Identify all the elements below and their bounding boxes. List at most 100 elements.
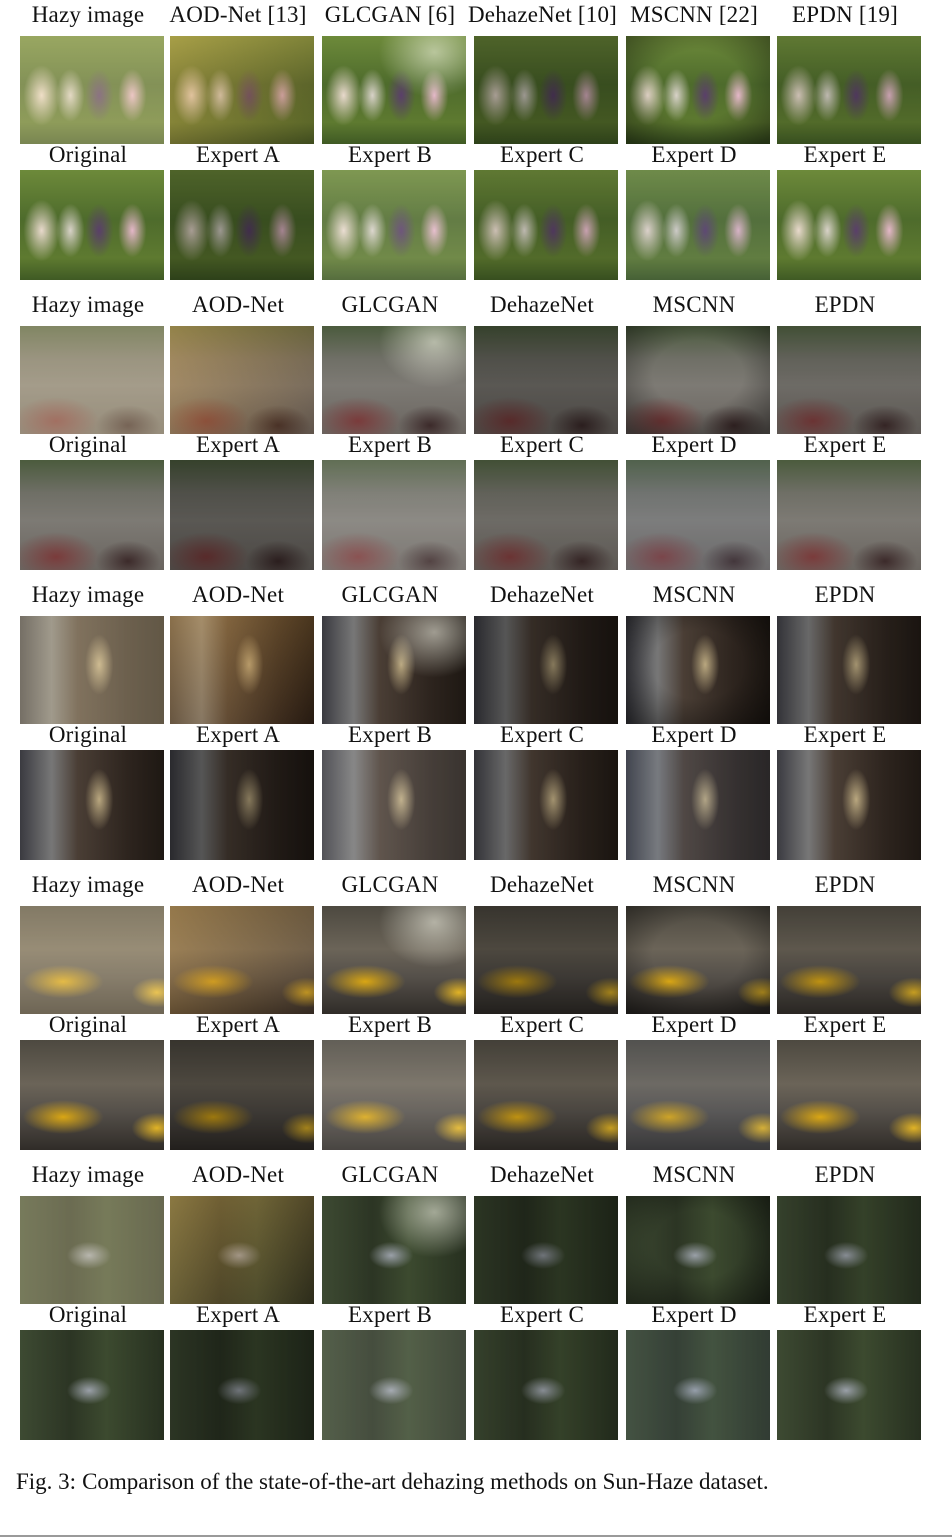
image-cell: AOD-Net bbox=[164, 1160, 314, 1304]
image-cell: Hazy image bbox=[14, 290, 164, 434]
image-label: MSCNN bbox=[652, 872, 736, 897]
image-cell: MSCNN bbox=[620, 870, 770, 1014]
image-cell: Expert E bbox=[771, 1300, 921, 1440]
image-label: GLCGAN bbox=[341, 292, 439, 317]
image-cell: EPDN bbox=[771, 870, 921, 1014]
image-cell: Expert E bbox=[771, 1010, 921, 1150]
result-image bbox=[322, 906, 466, 1014]
image-label: Original bbox=[48, 1302, 128, 1327]
figure-caption: Fig. 3: Comparison of the state-of-the-ar… bbox=[16, 1466, 940, 1497]
image-cell: Expert C bbox=[468, 1300, 618, 1440]
image-label: Expert C bbox=[500, 1012, 584, 1037]
result-image bbox=[474, 1196, 618, 1304]
image-label: MSCNN bbox=[652, 292, 736, 317]
result-image bbox=[474, 1330, 618, 1440]
comparison-group: Hazy image AOD-Net [13] GLCGAN [6] DehazeNe… bbox=[0, 0, 952, 280]
result-image bbox=[474, 326, 618, 434]
image-cell: Expert D bbox=[620, 1300, 770, 1440]
result-image bbox=[626, 460, 770, 570]
image-cell: Expert A bbox=[164, 720, 314, 860]
result-image bbox=[474, 906, 618, 1014]
image-cell: DehazeNet bbox=[468, 290, 618, 434]
image-label: EPDN [19] bbox=[792, 2, 898, 27]
image-cell: Original bbox=[14, 1010, 164, 1150]
image-cell: GLCGAN bbox=[316, 290, 466, 434]
image-label: GLCGAN bbox=[341, 582, 439, 607]
result-image bbox=[777, 326, 921, 434]
image-cell: Expert A bbox=[164, 430, 314, 570]
image-cell: Hazy image bbox=[14, 870, 164, 1014]
image-cell: MSCNN bbox=[620, 290, 770, 434]
methods-row: Hazy image AOD-Net GLCGAN DehazeNet MSCNN EPD… bbox=[0, 1160, 952, 1304]
image-cell: AOD-Net bbox=[164, 290, 314, 434]
result-image bbox=[777, 170, 921, 280]
image-label: Expert B bbox=[348, 722, 432, 747]
result-image bbox=[170, 1196, 314, 1304]
image-label: DehazeNet bbox=[490, 1162, 594, 1187]
image-cell: Expert B bbox=[316, 1010, 466, 1150]
image-label: Hazy image bbox=[31, 1162, 145, 1187]
image-cell: Expert D bbox=[620, 1010, 770, 1150]
result-image bbox=[777, 1330, 921, 1440]
image-label: Expert D bbox=[651, 142, 737, 167]
image-label: GLCGAN bbox=[341, 872, 439, 897]
image-label: Original bbox=[48, 432, 128, 457]
image-cell: DehazeNet bbox=[468, 1160, 618, 1304]
image-cell: Expert C bbox=[468, 140, 618, 280]
image-cell: Expert C bbox=[468, 1010, 618, 1150]
image-label: MSCNN [22] bbox=[630, 2, 758, 27]
comparison-group: Hazy image AOD-Net GLCGAN DehazeNet MSCNN EPD… bbox=[0, 290, 952, 570]
image-cell: Expert E bbox=[771, 720, 921, 860]
result-image bbox=[474, 750, 618, 860]
image-label: EPDN bbox=[814, 582, 876, 607]
result-image bbox=[170, 170, 314, 280]
image-label: Expert C bbox=[500, 432, 584, 457]
result-image bbox=[777, 1196, 921, 1304]
image-label: AOD-Net bbox=[191, 292, 285, 317]
image-cell: Expert B bbox=[316, 140, 466, 280]
result-image bbox=[322, 170, 466, 280]
result-image bbox=[474, 170, 618, 280]
image-cell: DehazeNet [10] bbox=[468, 0, 618, 144]
result-image bbox=[322, 36, 466, 144]
image-cell: Original bbox=[14, 140, 164, 280]
experts-row: Original Expert A Expert B Expert C Expert D… bbox=[0, 430, 952, 570]
image-cell: Expert D bbox=[620, 430, 770, 570]
image-cell: Expert E bbox=[771, 430, 921, 570]
image-label: AOD-Net [13] bbox=[169, 2, 307, 27]
image-label: Expert A bbox=[196, 722, 280, 747]
image-label: Expert E bbox=[803, 1302, 887, 1327]
image-cell: Expert A bbox=[164, 140, 314, 280]
image-cell: EPDN bbox=[771, 1160, 921, 1304]
image-cell: Hazy image bbox=[14, 580, 164, 724]
image-label: Expert C bbox=[500, 1302, 584, 1327]
image-cell: AOD-Net bbox=[164, 580, 314, 724]
result-image bbox=[474, 36, 618, 144]
experts-row: Original Expert A Expert B Expert C Expert D… bbox=[0, 1010, 952, 1150]
image-cell: DehazeNet bbox=[468, 870, 618, 1014]
image-label: AOD-Net bbox=[191, 872, 285, 897]
result-image bbox=[20, 1330, 164, 1440]
result-image bbox=[626, 906, 770, 1014]
image-label: AOD-Net bbox=[191, 1162, 285, 1187]
result-image bbox=[20, 460, 164, 570]
image-label: Expert B bbox=[348, 1012, 432, 1037]
result-image bbox=[322, 1196, 466, 1304]
result-image bbox=[322, 326, 466, 434]
methods-row: Hazy image AOD-Net GLCGAN DehazeNet MSCNN EPD… bbox=[0, 580, 952, 724]
result-image bbox=[20, 1040, 164, 1150]
result-image bbox=[20, 750, 164, 860]
image-label: Expert B bbox=[348, 432, 432, 457]
image-label: MSCNN bbox=[652, 582, 736, 607]
result-image bbox=[626, 1330, 770, 1440]
image-cell: MSCNN bbox=[620, 580, 770, 724]
image-label: EPDN bbox=[814, 1162, 876, 1187]
result-image bbox=[322, 750, 466, 860]
experts-row: Original Expert A Expert B Expert C Expert D… bbox=[0, 140, 952, 280]
image-label: Expert A bbox=[196, 1012, 280, 1037]
image-label: Expert E bbox=[803, 432, 887, 457]
image-label: Expert E bbox=[803, 142, 887, 167]
image-label: GLCGAN bbox=[341, 1162, 439, 1187]
image-label: Expert B bbox=[348, 1302, 432, 1327]
image-cell: GLCGAN bbox=[316, 580, 466, 724]
